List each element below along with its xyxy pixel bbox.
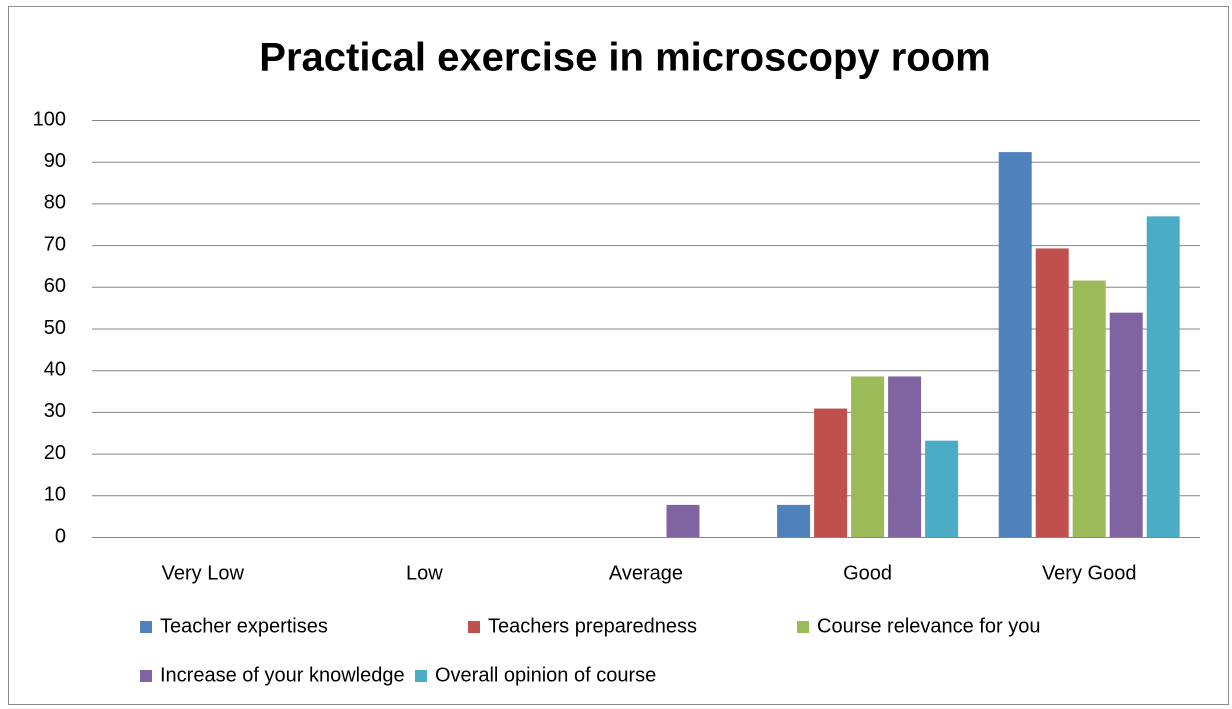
legend-label: Teacher expertises <box>160 615 328 637</box>
legend-swatch <box>797 621 809 633</box>
legend-label: Increase of your knowledge <box>160 664 405 686</box>
bar <box>1072 280 1106 537</box>
x-tick-label: Low <box>406 562 443 584</box>
legend-swatch <box>415 670 427 682</box>
x-tick-label: Very Good <box>1042 562 1137 584</box>
bar <box>888 376 922 537</box>
bar <box>666 504 700 537</box>
y-tick-label: 40 <box>44 358 66 380</box>
bar <box>1035 248 1069 537</box>
y-tick-label: 20 <box>44 442 66 464</box>
bar <box>998 152 1032 537</box>
y-tick-label: 100 <box>33 108 66 130</box>
chart-title: Practical exercise in microscopy room <box>259 36 990 80</box>
legend-label: Course relevance for you <box>817 615 1040 637</box>
x-tick-label: Good <box>843 562 892 584</box>
x-tick-label: Very Low <box>162 562 245 584</box>
bar <box>1109 312 1143 537</box>
bar <box>1146 216 1180 537</box>
legend-label: Overall opinion of course <box>435 664 656 686</box>
bar <box>851 376 885 537</box>
bar <box>814 408 848 537</box>
legend-swatch <box>140 670 152 682</box>
y-tick-label: 0 <box>55 525 66 547</box>
y-tick-label: 80 <box>44 192 66 214</box>
legend-swatch <box>468 621 480 633</box>
y-tick-label: 30 <box>44 400 66 422</box>
y-tick-label: 70 <box>44 233 66 255</box>
bar <box>777 504 811 537</box>
y-tick-label: 60 <box>44 275 66 297</box>
x-tick-label: Average <box>609 562 683 584</box>
legend-swatch <box>140 621 152 633</box>
legend-label: Teachers preparedness <box>488 615 697 637</box>
y-tick-label: 10 <box>44 484 66 506</box>
y-tick-label: 90 <box>44 150 66 172</box>
y-tick-label: 50 <box>44 317 66 339</box>
bar <box>925 440 959 537</box>
